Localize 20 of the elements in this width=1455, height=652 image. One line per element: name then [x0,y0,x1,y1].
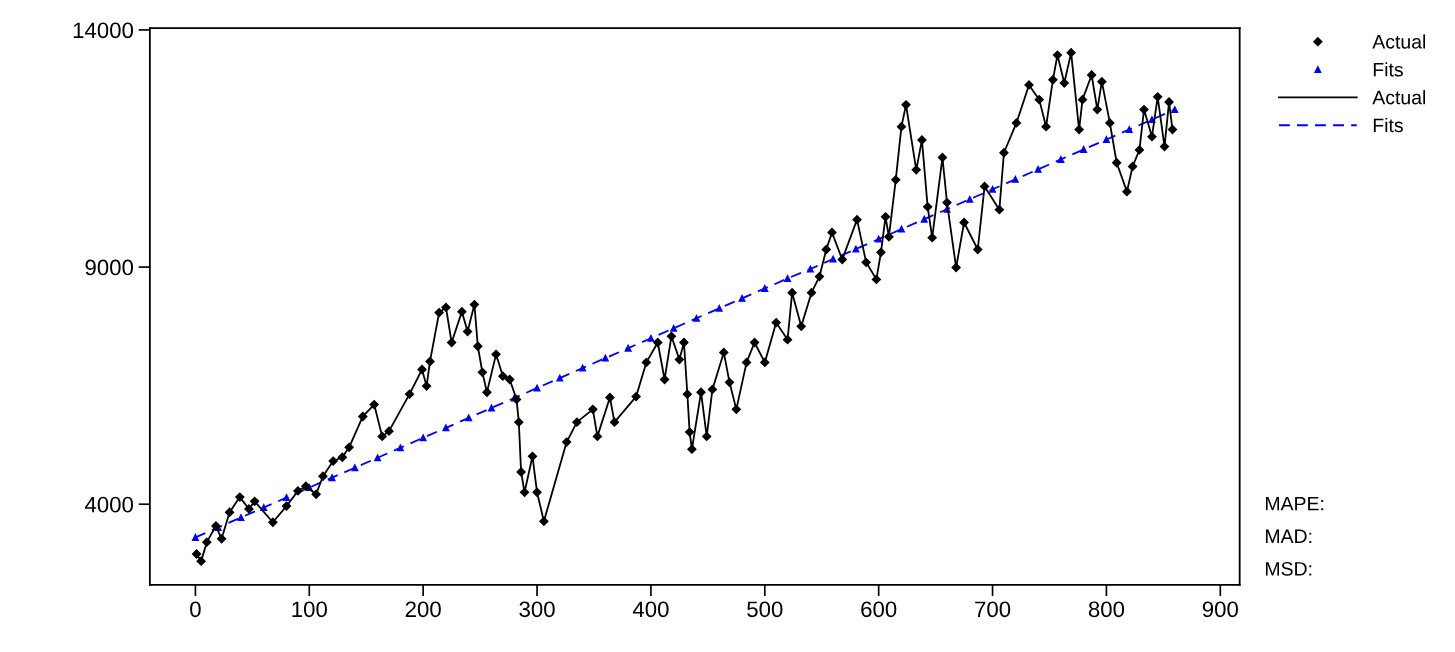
text: Fits [1373,62,1403,77]
y-tick-label: 9000 [85,259,134,276]
x-tick-label: 500 [747,601,783,618]
x-tick-label: 600 [861,601,897,618]
legend-label: Actual [1372,90,1426,105]
x-tick-label: 100 [292,601,327,618]
text: MAPE: [1265,496,1324,511]
x-tick-label: 400 [632,601,669,618]
y-tick-label: 4000 [84,496,134,513]
x-tick-label: 300 [519,601,555,618]
x-tick-label: 200 [405,601,441,618]
y-tick-label: 14000 [73,22,134,39]
x-tick-label: 800 [1088,601,1125,618]
x-tick-label: 0 [190,601,201,618]
x-tick-label: 900 [1202,601,1238,618]
x-tick-label: 700 [975,601,1011,618]
text: Actual [1372,34,1426,49]
text: MAD: [1265,529,1312,543]
text: MSD: [1265,561,1312,576]
legend-label: Fits [1373,117,1403,133]
